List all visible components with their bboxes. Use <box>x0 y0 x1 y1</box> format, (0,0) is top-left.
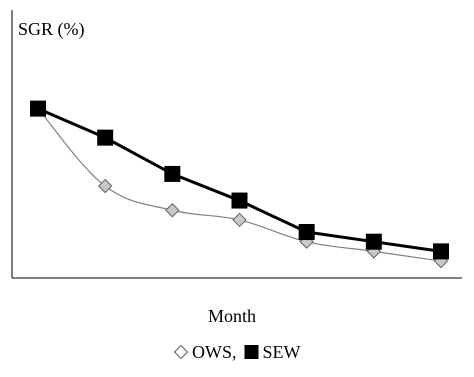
data-point-ows-2 <box>97 178 113 194</box>
data-point-sew-7 <box>433 243 449 260</box>
legend-marker-sew <box>244 345 259 359</box>
legend: OWS, SEW <box>173 342 301 362</box>
x-axis-label: Month <box>208 306 256 326</box>
legend-marker-ows <box>173 344 189 360</box>
series-layer <box>30 100 449 269</box>
y-axis-label: SGR (%) <box>18 19 85 40</box>
data-point-sew-6 <box>365 233 382 250</box>
legend-label-sew: SEW <box>263 342 301 362</box>
legend-label-ows: OWS, <box>192 342 237 362</box>
data-point-ows-4 <box>232 212 247 228</box>
data-point-ows-3 <box>165 203 180 218</box>
series-sew <box>30 100 449 260</box>
plot-area <box>11 10 462 279</box>
data-point-sew-5 <box>298 224 315 241</box>
data-point-sew-3 <box>164 165 181 182</box>
data-point-sew-2 <box>97 129 114 146</box>
data-point-sew-4 <box>231 192 248 209</box>
data-point-sew-1 <box>30 100 46 117</box>
